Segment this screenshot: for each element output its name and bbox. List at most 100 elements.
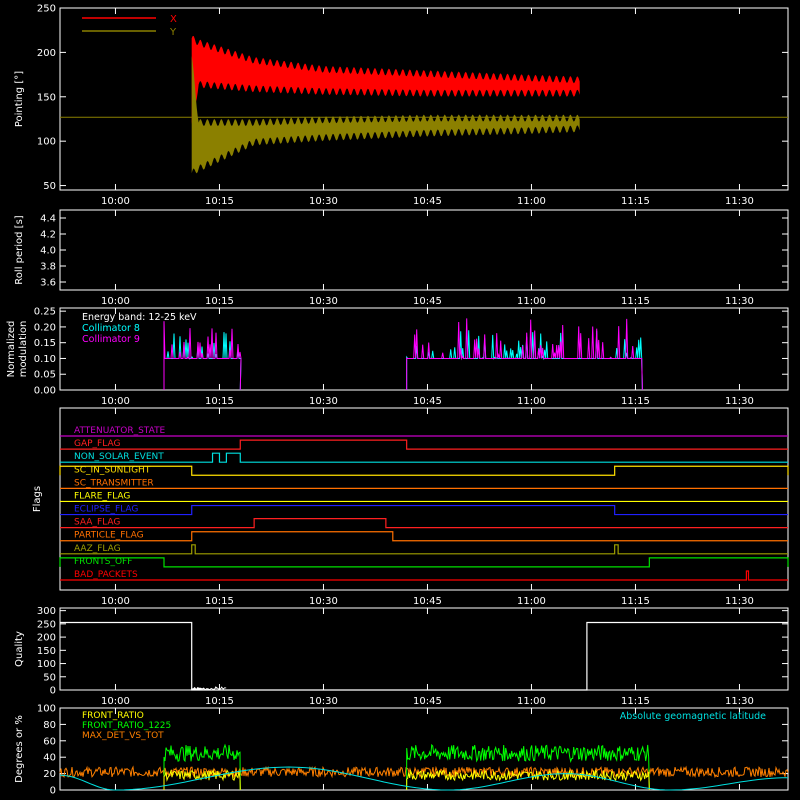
quality-series <box>60 621 788 691</box>
roll-ytick-label: 3.6 <box>40 278 56 289</box>
flag-label-bad-packets: BAD_PACKETS <box>74 570 138 580</box>
ratio-right-label: Absolute geomagnetic latitude <box>620 711 766 722</box>
pointing-series-x <box>191 36 580 125</box>
quality-ytick-label: 150 <box>37 646 56 657</box>
flag-trace-saa-flag <box>60 518 788 529</box>
quality-noise <box>191 686 227 691</box>
roll-xtick-label: 11:15 <box>621 296 650 307</box>
flag-label-saa-flag: SAA_FLAG <box>74 518 120 528</box>
flag-label-eclipse-flag: ECLIPSE_FLAG <box>74 505 138 515</box>
flags-xtick-label: 10:00 <box>101 596 130 607</box>
modulation-ylabel: Normalized <box>6 321 17 378</box>
modulation-ylabel: modulation <box>18 321 29 378</box>
ratio-legend-0: FRONT_RATIO <box>82 711 144 721</box>
pointing-ytick-label: 50 <box>43 181 56 192</box>
flag-trace-bad-packets <box>60 570 788 581</box>
ratio-series-front-ratio-1225 <box>163 743 241 791</box>
quality-xtick-label: 10:00 <box>101 696 130 707</box>
quality-xtick-label: 11:00 <box>517 696 546 707</box>
flag-label-gap-flag: GAP_FLAG <box>74 439 120 449</box>
quality-xtick-label: 10:45 <box>413 696 442 707</box>
roll-xtick-label: 11:30 <box>725 296 754 307</box>
flags-xtick-label: 11:30 <box>725 596 754 607</box>
ratio-ytick-label: 80 <box>43 720 56 731</box>
modulation-xtick-label: 11:30 <box>725 396 754 407</box>
modulation-ytick-label: 0.00 <box>34 386 56 397</box>
pointing-xtick-label: 11:15 <box>621 196 650 207</box>
modulation-legend-2: Collimator 9 <box>82 334 140 345</box>
quality-ytick-label: 300 <box>37 606 56 617</box>
quality-ytick-label: 100 <box>37 659 56 670</box>
modulation-xtick-label: 11:00 <box>517 396 546 407</box>
flag-trace-sc-in-sunlight <box>59 465 789 476</box>
modulation-xtick-label: 10:45 <box>413 396 442 407</box>
flag-label-non-solar-event: NON_SOLAR_EVENT <box>74 452 164 462</box>
quality-xtick-label: 11:30 <box>725 696 754 707</box>
modulation-ytick-label: 0.15 <box>34 338 56 349</box>
ratio-legend-2: MAX_DET_VS_TOT <box>82 731 164 741</box>
roll-ytick-label: 4.0 <box>40 246 56 257</box>
modulation-legend-0: Energy band: 12-25 keV <box>82 312 197 323</box>
flags-xtick-label: 10:30 <box>309 596 338 607</box>
modulation-xtick-label: 10:15 <box>205 396 234 407</box>
flag-label-flare-flag: FLARE_FLAG <box>74 491 130 501</box>
modulation-series-collimator-8 <box>406 330 643 391</box>
flag-trace-fronts-off <box>59 557 789 568</box>
ratio-frame <box>59 707 789 791</box>
flag-trace-aaz-flag <box>60 544 788 555</box>
quality-ytick-label: 0 <box>50 686 56 697</box>
modulation-frame <box>59 307 789 391</box>
flag-label-sc-transmitter: SC_TRANSMITTER <box>74 478 154 488</box>
roll-xtick-label: 10:45 <box>413 296 442 307</box>
roll-ytick-label: 4.2 <box>40 230 56 241</box>
pointing-ytick-label: 150 <box>37 92 56 103</box>
flags-xtick-label: 11:15 <box>621 596 650 607</box>
ratio-legend-1: FRONT_RATIO_1225 <box>82 721 171 731</box>
roll-xtick-label: 10:30 <box>309 296 338 307</box>
modulation-series-collimator-8 <box>163 332 242 391</box>
flags-ylabel: Flags <box>32 486 43 512</box>
panels-group: 10:00 10:15 10:30 10:45 11:00 11:15 11:30 50 100… <box>6 4 789 797</box>
pointing-xtick-label: 11:00 <box>517 196 546 207</box>
flag-label-aaz-flag: AAZ_FLAG <box>74 544 121 554</box>
flag-label-attenuator-state: ATTENUATOR_STATE <box>74 426 166 436</box>
modulation-ytick-label: 0.20 <box>34 322 56 333</box>
modulation-xtick-label: 10:00 <box>101 396 130 407</box>
ratio-series-front-ratio <box>163 768 241 791</box>
ratio-ytick-label: 60 <box>43 736 56 747</box>
roll-ytick-label: 4.4 <box>40 214 56 225</box>
quality-xtick-label: 11:15 <box>621 696 650 707</box>
flag-label-fronts-off: FRONTS_OFF <box>74 557 132 567</box>
modulation-series-collimator-9 <box>406 318 643 391</box>
ratio-ytick-label: 100 <box>37 704 56 715</box>
ratio-ytick-label: 0 <box>50 786 56 797</box>
ratio-ytick-label: 20 <box>43 769 56 780</box>
flags-xtick-label: 10:15 <box>205 596 234 607</box>
roll-xtick-label: 10:00 <box>101 296 130 307</box>
roll-ylabel: Roll period [s] <box>14 215 25 284</box>
pointing-frame <box>59 7 789 191</box>
modulation-xtick-label: 10:30 <box>309 396 338 407</box>
modulation-legend-1: Collimator 8 <box>82 323 140 334</box>
quality-ytick-label: 50 <box>43 672 56 683</box>
flags-xtick-label: 10:45 <box>413 596 442 607</box>
quality-ytick-label: 250 <box>37 619 56 630</box>
flag-trace-eclipse-flag <box>60 504 788 516</box>
ratio-series-max-det-vs-tot <box>59 765 789 779</box>
pointing-legend-label-x: X <box>170 14 177 25</box>
modulation-xtick-label: 11:15 <box>621 396 650 407</box>
pointing-ytick-label: 200 <box>37 48 56 59</box>
quality-ylabel: Quality <box>14 631 25 667</box>
pointing-xtick-label: 10:45 <box>413 196 442 207</box>
pointing-xtick-label: 10:00 <box>101 196 130 207</box>
roll-ytick-label: 3.8 <box>40 262 56 273</box>
roll-xtick-label: 10:15 <box>205 296 234 307</box>
flag-trace-gap-flag <box>60 439 788 450</box>
pointing-legend-label-y: Y <box>169 27 177 38</box>
modulation-ytick-label: 0.05 <box>34 370 56 381</box>
quality-ytick-label: 200 <box>37 633 56 644</box>
modulation-ytick-label: 0.25 <box>34 307 56 318</box>
quality-xtick-label: 10:30 <box>309 696 338 707</box>
roll-xtick-label: 11:00 <box>517 296 546 307</box>
